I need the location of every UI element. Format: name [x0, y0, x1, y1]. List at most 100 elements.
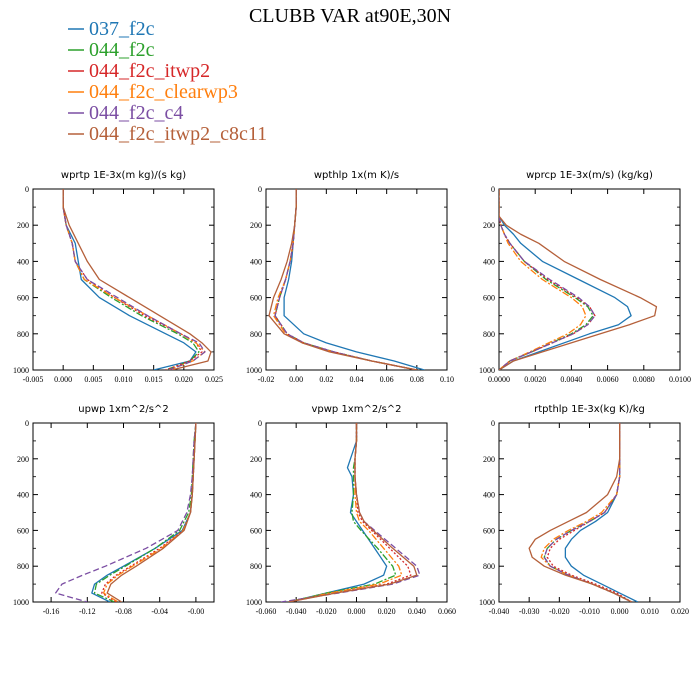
y-tick-label: 1000	[13, 598, 29, 607]
series-line-044_f2c_itwp2	[101, 423, 197, 602]
x-tick-label: -0.040	[286, 607, 307, 616]
x-tick-label: 0.015	[145, 375, 163, 384]
series-line-044_f2c_itwp2_c8c11	[62, 189, 212, 370]
y-tick-label: 400	[483, 257, 495, 266]
panel-title: rtpthlp 1E-3x(kg K)/kg	[534, 404, 645, 415]
series-line-044_f2c_c4	[499, 189, 596, 370]
y-tick-label: 200	[483, 221, 495, 230]
series-line-044_f2c_itwp2	[288, 423, 412, 602]
panel-title: upwp 1xm^2/s^2	[78, 404, 168, 415]
panel-1: wprtp 1E-3x(m kg)/(s kg) 0 200 400 600 800 100…	[13, 170, 223, 384]
x-tick-label: -0.010	[579, 607, 600, 616]
series-line-044_f2c_clearwp3	[288, 423, 403, 602]
legend-label-037_f2c: 037_f2c	[89, 18, 155, 40]
x-tick-label: 0.020	[175, 375, 193, 384]
y-tick-label: 800	[17, 562, 29, 571]
y-tick-label: 400	[483, 491, 495, 500]
x-tick-label: 0.0080	[633, 375, 655, 384]
y-tick-label: 400	[250, 257, 262, 266]
x-tick-label: -0.00	[188, 607, 205, 616]
panel-3: wprcp 1E-3x(m/s) (kg/kg) 0 200 400 600 800 100…	[479, 170, 691, 384]
y-tick-label: 0	[25, 419, 29, 428]
series-group	[62, 189, 212, 370]
x-tick-label: 0.06	[380, 375, 394, 384]
x-tick-label: 0.040	[408, 607, 426, 616]
panel-title: wpthlp 1x(m K)/s	[314, 170, 399, 181]
series-line-044_f2c_itwp2	[274, 189, 417, 370]
y-tick-label: 1000	[246, 366, 262, 375]
series-group	[280, 423, 421, 602]
y-tick-label: 600	[17, 294, 29, 303]
plot-frame	[265, 422, 448, 603]
series-line-044_f2c_clearwp3	[102, 423, 197, 602]
panels: wprtp 1E-3x(m kg)/(s kg) 0 200 400 600 800 100…	[13, 170, 691, 616]
y-tick-label: 600	[250, 294, 262, 303]
x-tick-label: 0.0100	[669, 375, 691, 384]
y-tick-label: 1000	[479, 366, 495, 375]
x-tick-label: 0.0000	[488, 375, 510, 384]
x-tick-label: -0.060	[256, 607, 277, 616]
y-tick-label: 400	[17, 491, 29, 500]
series-line-044_f2c_c4	[543, 423, 633, 602]
x-tick-label: 0.005	[84, 375, 102, 384]
x-tick-label: 0.020	[671, 607, 689, 616]
legend-label-044_f2c: 044_f2c	[89, 39, 155, 61]
x-tick-label: 0.010	[115, 375, 133, 384]
x-tick-label: 0.0060	[597, 375, 619, 384]
y-tick-label: 0	[491, 185, 495, 194]
x-tick-label: 0.00	[289, 375, 303, 384]
series-line-044_f2c	[288, 423, 397, 602]
x-tick-label: -0.02	[258, 375, 275, 384]
y-tick-label: 200	[17, 455, 29, 464]
series-line-044_f2c_itwp2_c8c11	[268, 189, 417, 370]
plot-frame	[265, 188, 448, 371]
series-line-037_f2c	[288, 423, 388, 602]
series-line-044_f2c	[274, 189, 417, 370]
series-line-044_f2c_itwp2_c8c11	[499, 189, 658, 370]
y-tick-label: 200	[250, 455, 262, 464]
y-tick-label: 0	[258, 419, 262, 428]
x-tick-label: 0.04	[350, 375, 364, 384]
x-tick-label: -0.030	[519, 607, 540, 616]
series-line-037_f2c	[499, 189, 632, 370]
panel-5: vpwp 1xm^2/s^2 0 200 400 600 800 1000-0.060 -0.…	[246, 404, 456, 616]
x-tick-label: 0.02	[319, 375, 333, 384]
x-tick-label: -0.16	[43, 607, 60, 616]
y-tick-label: 0	[25, 185, 29, 194]
panel-6: rtpthlp 1E-3x(kg K)/kg02004006008001000-…	[479, 404, 689, 616]
x-tick-label: -0.040	[489, 607, 510, 616]
legend-label-044_f2c_itwp2: 044_f2c_itwp2	[89, 60, 210, 82]
panel-4: upwp 1xm^2/s^2 0 200 400 600 800 1000 -0.16 -0.1…	[13, 404, 215, 616]
x-tick-label: 0.0020	[524, 375, 546, 384]
plot-frame	[498, 422, 681, 603]
plot-frame	[498, 188, 681, 371]
x-tick-label: 0.020	[378, 607, 396, 616]
series-line-044_f2c_c4	[274, 189, 417, 370]
series-line-044_f2c_c4	[54, 423, 197, 602]
panel-title: vpwp 1xm^2/s^2	[311, 404, 401, 415]
series-line-044_f2c	[93, 423, 197, 602]
x-tick-label: -0.020	[549, 607, 570, 616]
y-tick-label: 800	[483, 330, 495, 339]
panel-2: wpthlp 1x(m K)/s 0 200 400 600 800 1000-0.02 0.…	[246, 170, 454, 384]
legend-label-044_f2c_itwp2_c8c11: 044_f2c_itwp2_c8c11	[89, 123, 267, 145]
x-tick-label: -0.020	[316, 607, 337, 616]
y-tick-label: 600	[483, 526, 495, 535]
y-tick-label: 800	[17, 330, 29, 339]
x-tick-label: -0.08	[115, 607, 132, 616]
y-tick-label: 800	[483, 562, 495, 571]
series-line-037_f2c	[91, 423, 197, 602]
figure-title: CLUBB VAR at90E,30N	[249, 5, 451, 27]
y-tick-label: 600	[250, 526, 262, 535]
panel-title: wprtp 1E-3x(m kg)/(s kg)	[61, 170, 186, 181]
x-tick-label: 0.000	[54, 375, 72, 384]
y-tick-label: 800	[250, 562, 262, 571]
series-group	[499, 189, 658, 370]
y-tick-label: 1000	[479, 598, 495, 607]
legend-label-044_f2c_c4: 044_f2c_c4	[89, 102, 183, 124]
x-tick-label: 0.0040	[560, 375, 582, 384]
x-tick-label: 0.025	[205, 375, 223, 384]
legend-label-044_f2c_clearwp3: 044_f2c_clearwp3	[89, 81, 238, 103]
series-group	[268, 189, 425, 370]
